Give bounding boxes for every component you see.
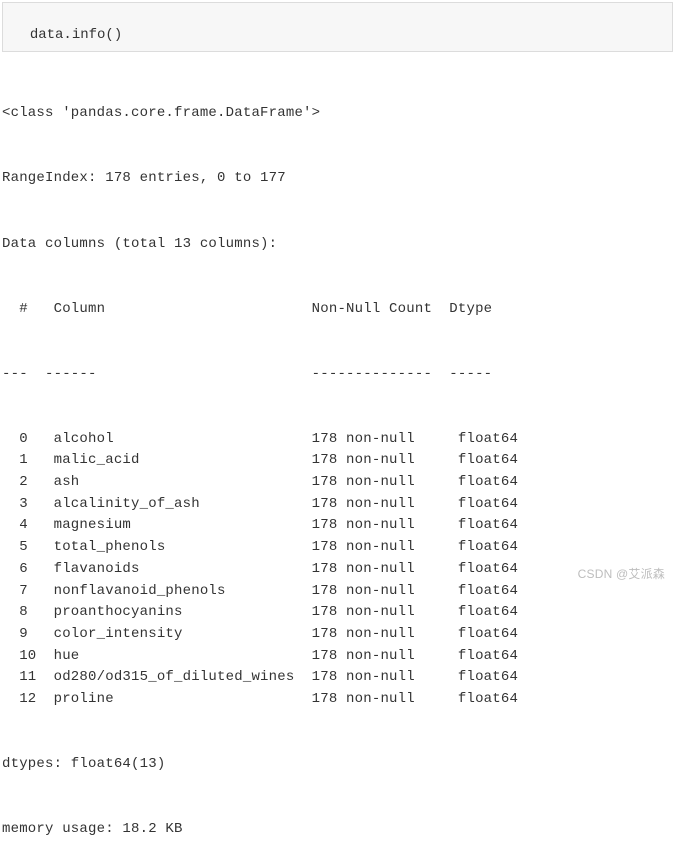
- code-output-cell: <class 'pandas.core.frame.DataFrame'> Ra…: [0, 60, 675, 866]
- output-table-row: 7 nonflavanoid_phenols 178 non-null floa…: [2, 581, 673, 603]
- output-table-row: 10 hue 178 non-null float64: [2, 646, 673, 668]
- output-table-row: 1 malic_acid 178 non-null float64: [2, 450, 673, 472]
- output-class-line: <class 'pandas.core.frame.DataFrame'>: [2, 103, 673, 125]
- output-table-row: 9 color_intensity 178 non-null float64: [2, 624, 673, 646]
- output-dtypes-line: dtypes: float64(13): [2, 754, 673, 776]
- output-rangeindex-line: RangeIndex: 178 entries, 0 to 177: [2, 168, 673, 190]
- watermark-text: CSDN @艾派森: [578, 565, 665, 582]
- output-memory-line: memory usage: 18.2 KB: [2, 819, 673, 841]
- output-divider-line: --- ------ -------------- -----: [2, 364, 673, 386]
- output-table-body: 0 alcohol 178 non-null float64 1 malic_a…: [2, 429, 673, 711]
- output-table-row: 12 proline 178 non-null float64: [2, 689, 673, 711]
- output-datacolumns-line: Data columns (total 13 columns):: [2, 234, 673, 256]
- code-input-cell[interactable]: data.info(): [2, 2, 673, 52]
- output-table-row: 5 total_phenols 178 non-null float64: [2, 537, 673, 559]
- output-table-row: 2 ash 178 non-null float64: [2, 472, 673, 494]
- output-header-line: # Column Non-Null Count Dtype: [2, 299, 673, 321]
- code-input-text: data.info(): [30, 27, 122, 43]
- output-table-row: 0 alcohol 178 non-null float64: [2, 429, 673, 451]
- output-table-row: 8 proanthocyanins 178 non-null float64: [2, 602, 673, 624]
- output-table-row: 4 magnesium 178 non-null float64: [2, 515, 673, 537]
- output-table-row: 11 od280/od315_of_diluted_wines 178 non-…: [2, 667, 673, 689]
- output-table-row: 3 alcalinity_of_ash 178 non-null float64: [2, 494, 673, 516]
- output-table-row: 6 flavanoids 178 non-null float64: [2, 559, 673, 581]
